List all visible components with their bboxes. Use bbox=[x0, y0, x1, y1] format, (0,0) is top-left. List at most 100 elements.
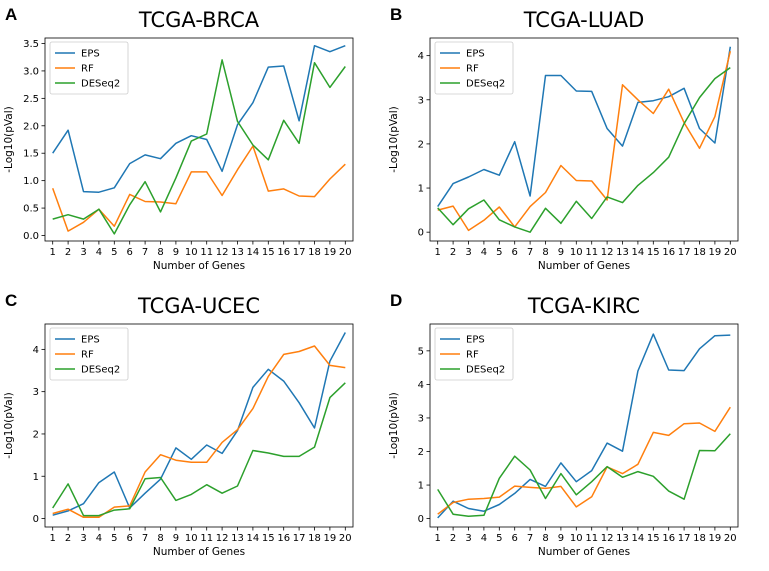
x-tick-label: 8 bbox=[157, 533, 163, 544]
legend-label: DESeq2 bbox=[466, 79, 505, 90]
x-tick-label: 20 bbox=[724, 247, 737, 258]
x-tick-label: 15 bbox=[262, 533, 275, 544]
x-tick-label: 7 bbox=[142, 533, 148, 544]
x-tick-label: 4 bbox=[96, 533, 102, 544]
x-axis-label: Number of Genes bbox=[538, 260, 630, 272]
legend-label: EPS bbox=[81, 335, 100, 346]
y-tick-label: 1 bbox=[418, 481, 424, 492]
y-tick-label: 2.0 bbox=[23, 121, 39, 132]
x-tick-label: 3 bbox=[465, 247, 471, 258]
legend-label: RF bbox=[466, 350, 479, 361]
y-tick-label: 2 bbox=[418, 139, 424, 150]
y-tick-label: 1.5 bbox=[23, 149, 39, 160]
x-tick-label: 7 bbox=[527, 247, 533, 258]
y-tick-label: 1 bbox=[418, 184, 424, 195]
x-tick-label: 11 bbox=[585, 533, 598, 544]
panel-letter: C bbox=[5, 291, 17, 310]
panel-letter: D bbox=[390, 291, 402, 310]
x-axis-label: Number of Genes bbox=[153, 260, 245, 272]
x-tick-label: 11 bbox=[585, 247, 598, 258]
x-tick-label: 4 bbox=[481, 247, 487, 258]
x-tick-label: 15 bbox=[647, 247, 660, 258]
y-axis-label: -Log10(pVal) bbox=[388, 392, 400, 458]
legend-label: RF bbox=[81, 350, 94, 361]
legend: EPS RF DESeq2 bbox=[49, 41, 129, 95]
legend-label: RF bbox=[466, 64, 479, 75]
chart-title: TCGA-LUAD bbox=[523, 8, 645, 32]
x-axis-label: Number of Genes bbox=[538, 546, 630, 558]
y-tick-label: 4 bbox=[418, 380, 424, 391]
x-tick-label: 15 bbox=[647, 533, 660, 544]
x-tick-label: 20 bbox=[339, 247, 352, 258]
x-tick-label: 19 bbox=[709, 247, 722, 258]
series-line-rf bbox=[437, 51, 732, 232]
x-tick-label: 12 bbox=[216, 247, 229, 258]
x-tick-label: 6 bbox=[512, 533, 518, 544]
x-tick-label: 1 bbox=[50, 533, 56, 544]
series-line-deseq2 bbox=[52, 59, 346, 235]
x-tick-label: 13 bbox=[616, 533, 629, 544]
x-tick-label: 17 bbox=[293, 247, 306, 258]
legend: EPS RF DESeq2 bbox=[434, 41, 514, 95]
x-tick-label: 18 bbox=[693, 533, 706, 544]
x-tick-label: 4 bbox=[481, 533, 487, 544]
legend-label: EPS bbox=[466, 49, 485, 60]
y-tick-label: 0 bbox=[418, 228, 424, 239]
x-tick-label: 18 bbox=[308, 247, 321, 258]
x-tick-label: 2 bbox=[65, 533, 71, 544]
x-tick-label: 3 bbox=[80, 533, 86, 544]
legend-box bbox=[434, 41, 514, 95]
x-tick-label: 14 bbox=[632, 247, 645, 258]
series-line-eps bbox=[52, 332, 346, 516]
legend-label: RF bbox=[81, 64, 94, 75]
y-axis-label: -Log10(pVal) bbox=[388, 106, 400, 172]
series-line-deseq2 bbox=[437, 433, 731, 518]
legend: EPS RF DESeq2 bbox=[434, 327, 514, 381]
plot-frame bbox=[44, 37, 354, 242]
x-tick-label: 6 bbox=[127, 533, 133, 544]
panel-C: C TCGA-UCEC 1 2 3 4 5 6 7 8 9 10 11 12 13 14 15 16 17 18 19 2… bbox=[0, 286, 384, 571]
legend-label: DESeq2 bbox=[466, 365, 505, 376]
x-axis-label: Number of Genes bbox=[153, 546, 245, 558]
y-tick-label: 0.0 bbox=[23, 231, 39, 242]
series-line-eps bbox=[437, 46, 732, 208]
x-tick-label: 18 bbox=[693, 247, 706, 258]
y-tick-label: 0.5 bbox=[23, 204, 39, 215]
series-line-deseq2 bbox=[437, 66, 731, 233]
chart-title: TCGA-BRCA bbox=[138, 8, 260, 32]
panel-letter: B bbox=[390, 5, 402, 24]
x-tick-label: 19 bbox=[709, 533, 722, 544]
x-tick-label: 2 bbox=[450, 247, 456, 258]
x-tick-label: 4 bbox=[96, 247, 102, 258]
plot-frame bbox=[429, 37, 739, 242]
x-tick-label: 18 bbox=[308, 533, 321, 544]
x-tick-label: 8 bbox=[157, 247, 163, 258]
x-tick-label: 20 bbox=[724, 533, 737, 544]
x-tick-label: 19 bbox=[324, 533, 337, 544]
y-tick-label: 1.0 bbox=[23, 176, 39, 187]
panel-A: A TCGA-BRCA 1 2 3 4 5 6 7 8 9 10 11 12 13 14 15 16 17 18 19 2… bbox=[0, 0, 384, 285]
legend-box bbox=[434, 327, 514, 381]
chart-title: TCGA-UCEC bbox=[137, 294, 260, 318]
x-tick-label: 8 bbox=[542, 533, 548, 544]
x-tick-label: 12 bbox=[601, 247, 614, 258]
x-tick-label: 16 bbox=[662, 533, 675, 544]
chart-title: TCGA-KIRC bbox=[527, 294, 640, 318]
series-line-rf bbox=[51, 145, 346, 232]
x-tick-label: 13 bbox=[231, 533, 244, 544]
x-tick-label: 8 bbox=[542, 247, 548, 258]
y-tick-label: 1 bbox=[33, 472, 39, 483]
x-tick-label: 16 bbox=[277, 533, 290, 544]
x-tick-label: 5 bbox=[111, 247, 117, 258]
x-tick-label: 10 bbox=[185, 533, 198, 544]
panel-B: B TCGA-LUAD 1 2 3 4 5 6 7 8 9 10 11 12 13 14 15 16 17 18 19 2… bbox=[385, 0, 769, 285]
x-tick-label: 15 bbox=[262, 247, 275, 258]
plot-frame bbox=[429, 323, 739, 528]
x-tick-label: 5 bbox=[111, 533, 117, 544]
plot-frame bbox=[44, 323, 354, 528]
legend-box bbox=[49, 327, 129, 381]
x-tick-label: 16 bbox=[662, 247, 675, 258]
